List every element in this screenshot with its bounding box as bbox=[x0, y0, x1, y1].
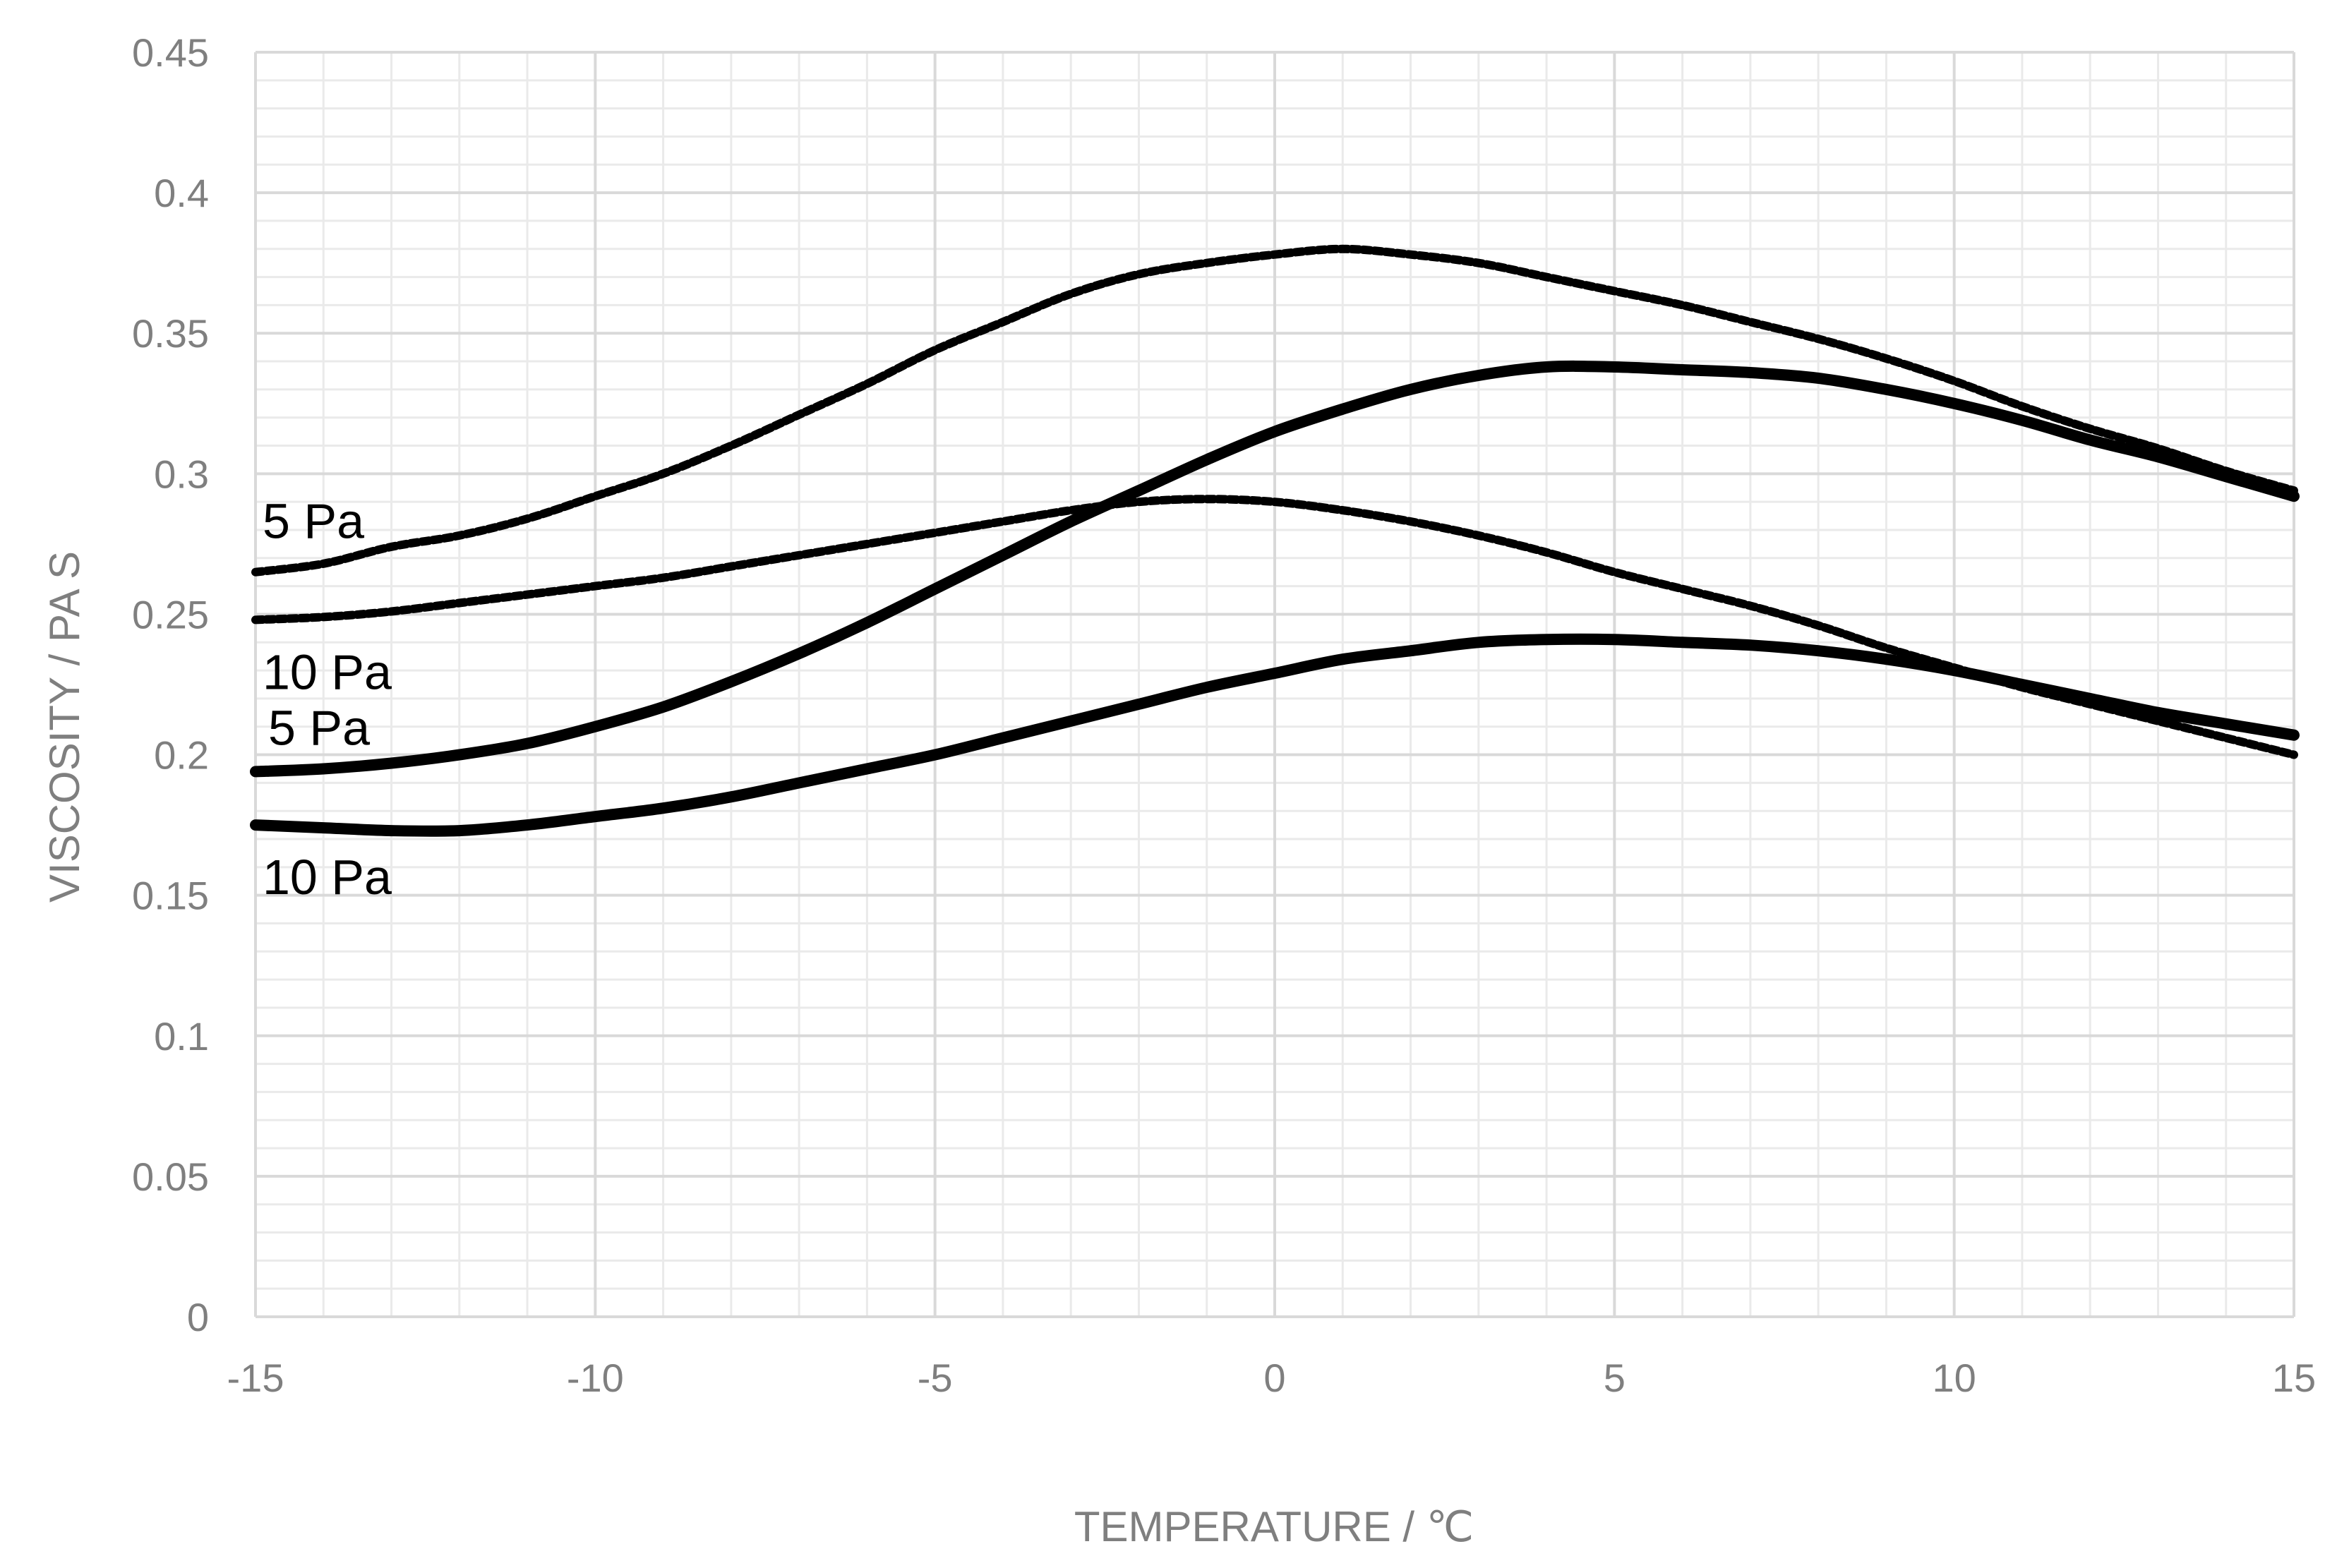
x-tick-label: 10 bbox=[1933, 1356, 1976, 1400]
y-tick-label: 0.3 bbox=[154, 452, 209, 496]
y-tick-label: 0.45 bbox=[132, 30, 209, 75]
x-axis-title: TEMPERATURE / ℃ bbox=[1074, 1503, 1474, 1550]
series-line-dotted-5-pa bbox=[251, 244, 2298, 577]
y-tick-label: 0.2 bbox=[154, 733, 209, 778]
series-label: 5 Pa bbox=[263, 494, 364, 549]
y-tick-label: 0.4 bbox=[154, 171, 209, 215]
y-tick-label: 0.1 bbox=[154, 1014, 209, 1059]
x-tick-label: -10 bbox=[567, 1356, 624, 1400]
x-tick-label: -5 bbox=[918, 1356, 953, 1400]
series-line-solid-5-pa bbox=[250, 360, 2300, 778]
data-series bbox=[250, 244, 2300, 837]
major-gridlines bbox=[254, 51, 2295, 1318]
x-tick-label: 0 bbox=[1263, 1356, 1285, 1400]
y-tick-label: 0.15 bbox=[132, 874, 209, 918]
series-label: 10 Pa bbox=[263, 644, 392, 699]
x-tick-label: 15 bbox=[2272, 1356, 2316, 1400]
x-tick-label: -15 bbox=[227, 1356, 284, 1400]
y-tick-label: 0 bbox=[187, 1295, 209, 1339]
series-label: 5 Pa bbox=[268, 700, 370, 755]
x-tick-label: 5 bbox=[1604, 1356, 1626, 1400]
series-label: 10 Pa bbox=[263, 850, 392, 905]
y-tick-label: 0.35 bbox=[132, 311, 209, 356]
y-tick-labels: 0 0.05 0.1 0.15 0.2 0.25 0.3 0.35 0.4 0.45 bbox=[132, 30, 209, 1339]
y-tick-label: 0.05 bbox=[132, 1154, 209, 1199]
x-tick-labels: -15 -10 -5 0 5 10 15 bbox=[227, 1356, 2317, 1400]
series-line-solid-10-pa bbox=[250, 633, 2300, 837]
y-tick-label: 0.25 bbox=[132, 592, 209, 637]
y-axis-title: VISCOSITY / PA S bbox=[41, 551, 88, 903]
